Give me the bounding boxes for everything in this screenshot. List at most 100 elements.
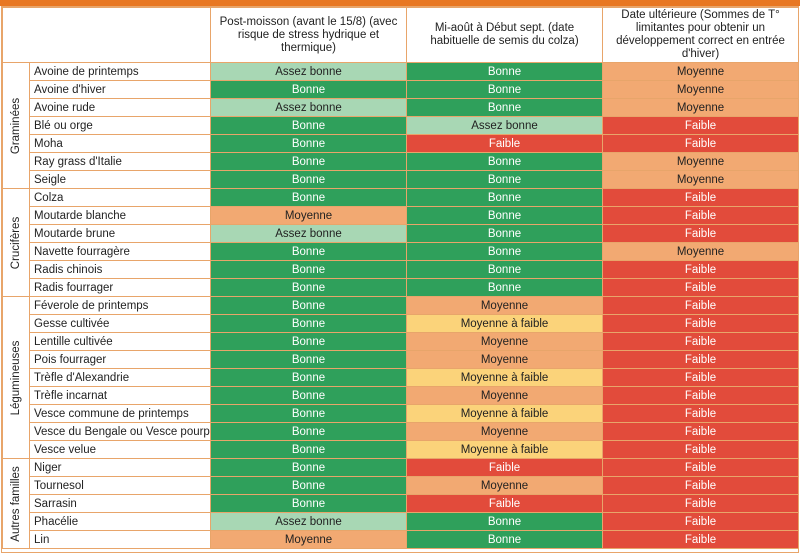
table-row: Trèfle d'Alexandrie Bonne Moyenne à faible… [3,368,799,387]
table-row: Tournesol Bonne Moyenne Faible [3,476,799,495]
rating-cell-mi-aout: Moyenne [406,350,603,369]
table-row: Avoine d'hiver Bonne Bonne Moyenne [3,80,799,99]
header-row: Post-moisson (avant le 15/8) (avec risqu… [2,7,799,63]
rating-cell-post-moisson: Bonne [210,440,407,459]
rating-cell-date-ulterieure: Faible [602,278,799,297]
rating-cell-mi-aout: Bonne [406,206,603,225]
rating-cell-mi-aout: Moyenne à faible [406,440,603,459]
rating-cell-date-ulterieure: Faible [602,494,799,513]
table-row: Radis fourrager Bonne Bonne Faible [3,278,799,297]
rating-cell-date-ulterieure: Faible [602,404,799,423]
rating-cell-mi-aout: Moyenne [406,422,603,441]
group-cell: Graminées [2,62,30,189]
group-label: Graminées [10,97,22,154]
table-row: Gesse cultivée Bonne Moyenne à faible Faibl… [3,314,799,333]
table-row: Seigle Bonne Bonne Moyenne [3,170,799,189]
rating-cell-post-moisson: Assez bonne [210,512,407,531]
rating-cell-mi-aout: Bonne [406,62,603,81]
table-row: Vesce commune de printemps Bonne Moyenne à… [3,404,799,423]
rating-cell-mi-aout: Bonne [406,278,603,297]
crop-name: Seigle [29,170,211,189]
rating-cell-date-ulterieure: Moyenne [602,98,799,117]
table-row: Lentille cultivée Bonne Moyenne Faible [3,332,799,351]
rating-cell-date-ulterieure: Faible [602,368,799,387]
crop-name: Avoine rude [29,98,211,117]
crop-name: Ray grass d'Italie [29,152,211,171]
crop-name: Pois fourrager [29,350,211,369]
rating-cell-date-ulterieure: Faible [602,296,799,315]
table-row: Graminées Avoine de printemps Assez bonne B… [2,62,799,189]
rating-cell-date-ulterieure: Faible [602,314,799,333]
table-row: Moutarde brune Assez bonne Bonne Faible [3,224,799,243]
rating-cell-post-moisson: Bonne [210,116,407,135]
header-date-ulterieure: Date ultérieure (Sommes de T° limitantes… [602,7,799,63]
rating-cell-mi-aout: Bonne [406,188,603,207]
rating-cell-date-ulterieure: Faible [602,422,799,441]
crop-name: Tournesol [29,476,211,495]
crop-name: Radis fourrager [29,278,211,297]
crop-name: Vesce velue [29,440,211,459]
crop-name: Radis chinois [29,260,211,279]
table-row: Lin Moyenne Bonne Faible [3,530,799,549]
rating-cell-mi-aout: Bonne [406,98,603,117]
rating-cell-mi-aout: Moyenne [406,296,603,315]
accent-bar [0,0,800,6]
crop-name: Sarrasin [29,494,211,513]
rating-cell-mi-aout: Moyenne [406,476,603,495]
rating-cell-date-ulterieure: Moyenne [602,152,799,171]
rating-cell-mi-aout: Moyenne [406,386,603,405]
crop-name: Blé ou orge [29,116,211,135]
header-mi-aout: Mi-août à Début sept. (date habituelle d… [406,7,603,63]
header-post-moisson: Post-moisson (avant le 15/8) (avec risqu… [210,7,407,63]
rating-cell-mi-aout: Bonne [406,224,603,243]
table-row: Sarrasin Bonne Faible Faible [3,494,799,513]
rating-cell-post-moisson: Bonne [210,458,407,477]
rating-cell-mi-aout: Assez bonne [406,116,603,135]
group-cell: Légumineuses [2,296,30,459]
rating-cell-mi-aout: Faible [406,458,603,477]
rating-cell-post-moisson: Bonne [210,404,407,423]
crop-name: Trèfle incarnat [29,386,211,405]
rating-cell-mi-aout: Bonne [406,530,603,549]
rating-cell-post-moisson: Moyenne [210,206,407,225]
table-frame: Post-moisson (avant le 15/8) (avec risqu… [1,6,799,553]
rating-cell-mi-aout: Moyenne [406,332,603,351]
rating-cell-post-moisson: Assez bonne [210,98,407,117]
group-label: Légumineuses [10,340,22,415]
rating-cell-post-moisson: Bonne [210,296,407,315]
table-row: Radis chinois Bonne Bonne Faible [3,260,799,279]
rating-cell-date-ulterieure: Faible [602,476,799,495]
rating-cell-mi-aout: Moyenne à faible [406,368,603,387]
rating-cell-date-ulterieure: Faible [602,224,799,243]
rating-cell-mi-aout: Bonne [406,242,603,261]
rating-cell-post-moisson: Bonne [210,386,407,405]
rating-cell-post-moisson: Bonne [210,494,407,513]
table-row: Moha Bonne Faible Faible [3,134,799,153]
rating-cell-date-ulterieure: Faible [602,386,799,405]
table-row: Vesce du Bengale ou Vesce pourpre Bonne Mo… [3,422,799,441]
rating-cell-post-moisson: Bonne [210,152,407,171]
rating-cell-date-ulterieure: Faible [602,260,799,279]
rating-cell-post-moisson: Bonne [210,80,407,99]
table-row: Phacélie Assez bonne Bonne Faible [3,512,799,531]
rating-cell-date-ulterieure: Moyenne [602,170,799,189]
crop-name: Lin [29,530,211,549]
table-body: Graminées Avoine de printemps Assez bonne B… [2,62,799,549]
crop-name: Navette fourragère [29,242,211,261]
rating-cell-post-moisson: Moyenne [210,530,407,549]
rating-cell-post-moisson: Bonne [210,260,407,279]
rating-cell-date-ulterieure: Faible [602,206,799,225]
rating-cell-post-moisson: Bonne [210,476,407,495]
rating-cell-date-ulterieure: Faible [602,512,799,531]
table-row: Vesce velue Bonne Moyenne à faible Faible [3,440,799,459]
rating-cell-post-moisson: Assez bonne [210,62,407,81]
crop-name: Moutarde brune [29,224,211,243]
rating-cell-post-moisson: Bonne [210,134,407,153]
rating-cell-mi-aout: Faible [406,494,603,513]
rating-cell-post-moisson: Bonne [210,368,407,387]
group-label: Crucifères [10,216,22,269]
table-row: Crucifères Colza Bonne Bonne Faible [2,188,799,297]
crop-name: Moha [29,134,211,153]
crop-name: Féverole de printemps [29,296,211,315]
table-row: Moutarde blanche Moyenne Bonne Faible [3,206,799,225]
